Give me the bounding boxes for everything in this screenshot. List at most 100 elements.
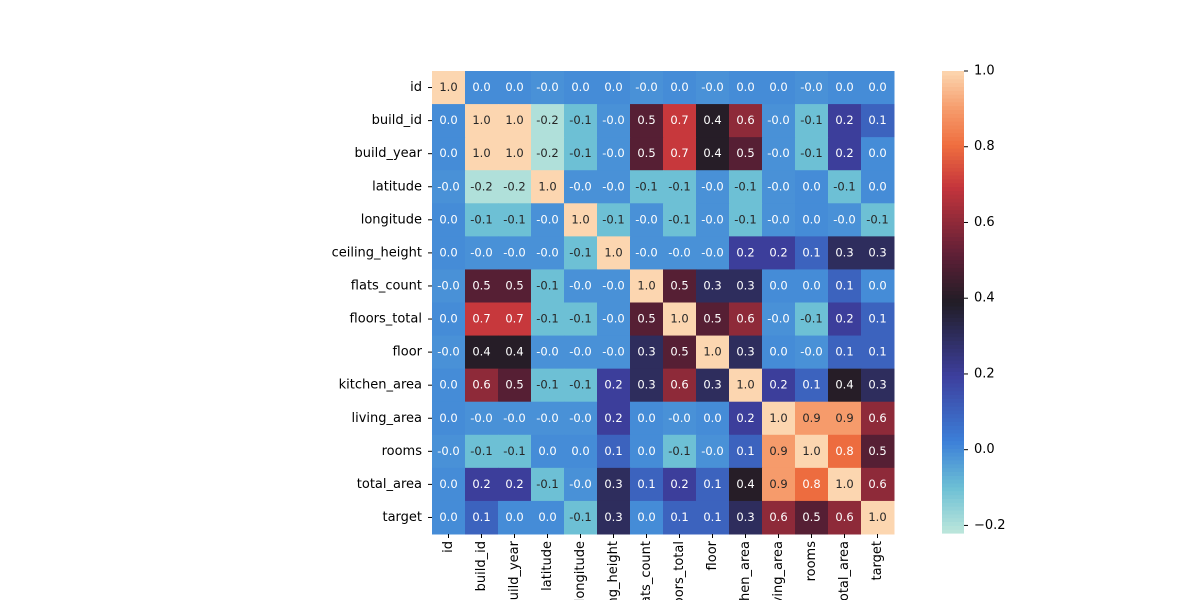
- colorbar-slice: [942, 394, 964, 399]
- colorbar-tick-label: 0.2: [974, 366, 995, 381]
- heatmap-cell: [828, 467, 862, 502]
- colorbar-slice: [942, 390, 964, 395]
- cell-label: -0.1: [536, 477, 558, 491]
- heatmap-cell: [498, 137, 532, 171]
- cell-label: 0.1: [868, 345, 886, 359]
- heatmap-cell: [663, 236, 697, 270]
- cell-label: 0.2: [736, 411, 754, 425]
- heatmap-cell: [795, 401, 829, 436]
- colorbar-slice: [942, 163, 964, 168]
- cell-label: -0.0: [569, 411, 591, 425]
- heatmap-cell: [564, 434, 598, 469]
- cell-label: 0.3: [703, 278, 721, 292]
- heatmap-cell: [795, 104, 829, 138]
- heatmap-cell: [498, 269, 532, 303]
- heatmap-cell: [828, 104, 862, 138]
- heatmap-cell: [762, 104, 796, 138]
- heatmap-cell: [762, 203, 796, 237]
- heatmap-cell: [531, 104, 565, 138]
- colorbar-slice: [942, 413, 964, 419]
- heatmap-cell: [663, 368, 697, 403]
- heatmap-cell: [597, 500, 631, 535]
- cell-label: 0.0: [439, 312, 457, 326]
- heatmap-cell: [465, 236, 499, 270]
- colorbar-slice: [942, 379, 964, 384]
- heatmap-cell: [663, 71, 697, 105]
- colorbar-slice: [942, 313, 964, 318]
- heatmap-cell: [465, 302, 499, 337]
- colorbar-slice: [942, 74, 964, 80]
- colorbar-slice: [942, 463, 964, 469]
- colorbar-slice: [942, 151, 964, 157]
- cell-label: 0.3: [868, 245, 886, 259]
- colorbar-slice: [942, 232, 964, 238]
- heatmap-cell: [630, 236, 664, 270]
- heatmap-cell: [663, 500, 697, 535]
- cell-label: 0.0: [868, 80, 886, 94]
- cell-label: 0.3: [736, 345, 754, 359]
- colorbar-slice: [942, 529, 964, 534]
- colorbar-slice: [942, 525, 964, 530]
- heatmap-cell: [432, 236, 466, 270]
- heatmap-cell: [762, 269, 796, 303]
- heatmap-cell: [696, 104, 730, 138]
- colorbar-slice: [942, 275, 964, 280]
- cell-label: 1.0: [802, 444, 820, 458]
- heatmap-cell: [597, 401, 631, 436]
- cell-label: 0.3: [604, 477, 622, 491]
- colorbar-slice: [942, 128, 964, 134]
- heatmap-cell: [564, 71, 598, 105]
- cell-label: 1.0: [604, 245, 622, 259]
- heatmap-cell: [795, 137, 829, 171]
- cell-label: -0.0: [503, 245, 525, 259]
- heatmap-cell: [861, 335, 895, 370]
- heatmap-cell: [531, 269, 565, 303]
- cell-label: 0.0: [802, 212, 820, 226]
- cell-label: 0.0: [472, 80, 490, 94]
- heatmap-cell: [498, 500, 532, 535]
- colorbar-slice: [942, 482, 964, 488]
- cell-label: -0.0: [701, 179, 723, 193]
- cell-label: 0.0: [769, 80, 787, 94]
- cell-label: -0.0: [536, 345, 558, 359]
- cell-label: -0.0: [470, 245, 492, 259]
- cell-label: 0.6: [769, 510, 787, 524]
- heatmap-cell: [498, 335, 532, 370]
- cell-label: -0.0: [701, 245, 723, 259]
- cell-label: 0.1: [835, 345, 853, 359]
- colorbar-slice: [942, 386, 964, 392]
- cell-label: -0.0: [800, 345, 822, 359]
- heatmap-cell: [630, 368, 664, 403]
- heatmap-cell: [564, 236, 598, 270]
- colorbar-slice: [942, 298, 964, 303]
- heatmap-cell: [828, 236, 862, 270]
- y-tick-label: ceiling_height: [332, 245, 422, 260]
- heatmap-cell: [432, 71, 466, 105]
- colorbar-slice: [942, 282, 964, 288]
- heatmap-cell: [663, 203, 697, 237]
- heatmap-cell: [630, 434, 664, 469]
- y-tick-label: living_area: [351, 411, 422, 426]
- heatmap-cell: [795, 236, 829, 270]
- cell-label: 0.4: [835, 378, 853, 392]
- heatmap-cell: [828, 71, 862, 105]
- heatmap-cell: [531, 401, 565, 436]
- colorbar-slice: [942, 328, 964, 334]
- cell-label: -0.1: [569, 510, 591, 524]
- colorbar-slice: [942, 294, 964, 299]
- cell-label: 0.1: [604, 444, 622, 458]
- heatmap-cell: [762, 170, 796, 204]
- cell-label: -0.1: [800, 113, 822, 127]
- cell-label: 0.5: [637, 113, 655, 127]
- cell-label: 0.0: [835, 80, 853, 94]
- colorbar-slice: [942, 159, 964, 164]
- colorbar-slice: [942, 402, 964, 407]
- cell-label: 1.0: [439, 80, 457, 94]
- heatmap-cell: [696, 335, 730, 370]
- y-tick-label: build_id: [372, 113, 422, 128]
- cell-label: 0.3: [637, 345, 655, 359]
- x-tick-label: living_area: [771, 541, 786, 600]
- cell-label: 0.2: [835, 312, 853, 326]
- colorbar-slice: [942, 509, 964, 515]
- heatmap-cell: [795, 71, 829, 105]
